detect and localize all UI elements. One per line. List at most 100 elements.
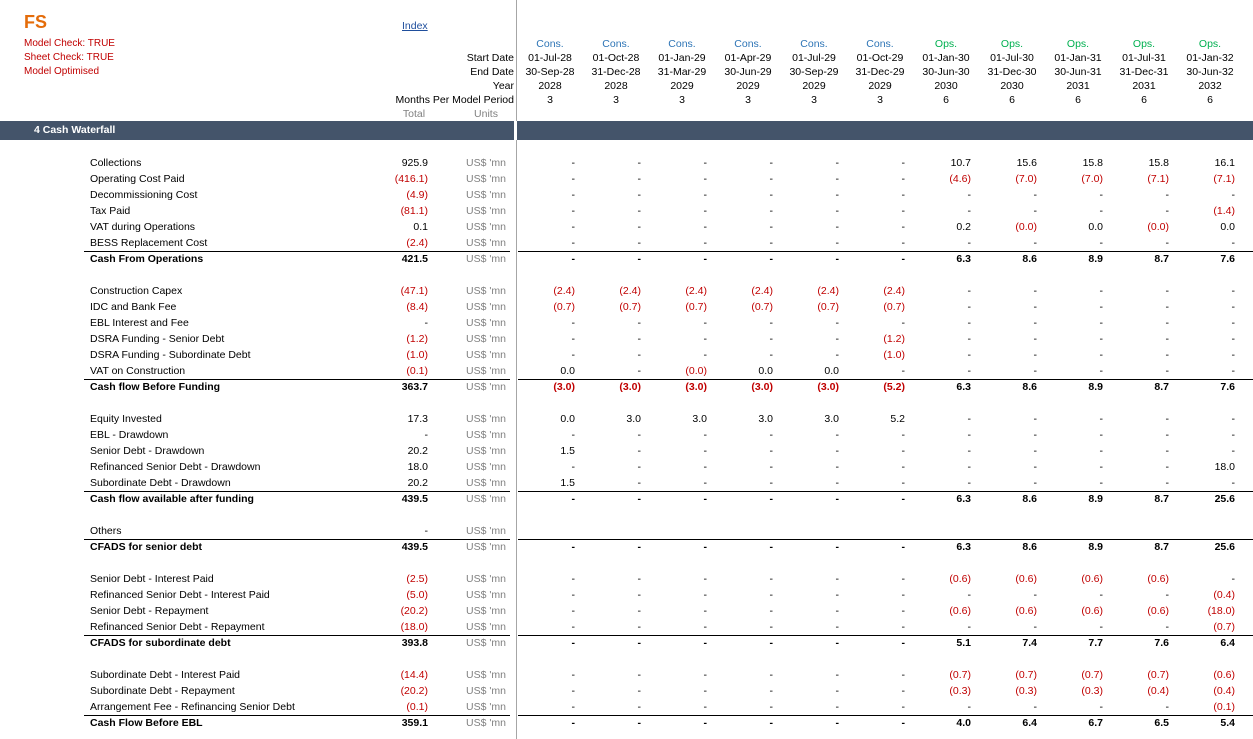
row-cell[interactable]: (0.6)	[1213, 669, 1235, 681]
row-cell[interactable]: (2.4)	[751, 285, 773, 297]
row-cell[interactable]: -	[967, 237, 972, 249]
row-cell[interactable]: -	[769, 541, 774, 553]
row-cell[interactable]: -	[769, 605, 774, 617]
row-cell[interactable]: -	[769, 717, 774, 729]
row-cell[interactable]: -	[769, 669, 774, 681]
row-cell[interactable]: -	[703, 717, 708, 729]
row-cell[interactable]: -	[1231, 301, 1236, 313]
row-cell[interactable]: -	[1231, 445, 1236, 457]
row-cell[interactable]: -	[571, 237, 576, 249]
row-cell[interactable]: (2.4)	[685, 285, 707, 297]
row-cell[interactable]: -	[571, 317, 576, 329]
row-cell[interactable]: 4.0	[956, 717, 971, 729]
row-cell[interactable]: 5.1	[956, 637, 971, 649]
row-cell[interactable]: -	[637, 605, 642, 617]
row-cell[interactable]: -	[571, 621, 576, 633]
row-cell[interactable]: (3.0)	[619, 381, 641, 393]
row-cell[interactable]: (0.7)	[685, 301, 707, 313]
row-cell[interactable]: -	[703, 237, 708, 249]
row-cell[interactable]: 6.5	[1154, 717, 1169, 729]
row-cell[interactable]: -	[1231, 477, 1236, 489]
row-cell[interactable]: -	[637, 717, 642, 729]
row-cell[interactable]: 1.5	[560, 477, 575, 489]
row-cell[interactable]: -	[1099, 189, 1104, 201]
row-cell[interactable]: -	[637, 333, 642, 345]
row-cell[interactable]: -	[1099, 445, 1104, 457]
row-cell[interactable]: -	[703, 541, 708, 553]
row-cell[interactable]: 5.2	[890, 413, 905, 425]
row-cell[interactable]: -	[835, 253, 840, 265]
row-cell[interactable]: -	[1033, 333, 1038, 345]
row-cell[interactable]: -	[835, 317, 840, 329]
row-cell[interactable]: -	[835, 157, 840, 169]
row-cell[interactable]: -	[835, 205, 840, 217]
row-cell[interactable]: -	[637, 173, 642, 185]
row-cell[interactable]: -	[703, 429, 708, 441]
row-cell[interactable]: (0.6)	[1147, 573, 1169, 585]
row-cell[interactable]: (7.0)	[1081, 173, 1103, 185]
row-cell[interactable]: -	[637, 253, 642, 265]
row-cell[interactable]: -	[1099, 301, 1104, 313]
row-cell[interactable]: -	[703, 333, 708, 345]
row-cell[interactable]: -	[1099, 365, 1104, 377]
row-cell[interactable]: -	[1165, 429, 1170, 441]
row-cell[interactable]: 0.0	[824, 365, 839, 377]
row-cell[interactable]: (0.6)	[1081, 605, 1103, 617]
row-cell[interactable]: -	[901, 717, 906, 729]
row-cell[interactable]: -	[637, 621, 642, 633]
row-cell[interactable]: 7.6	[1154, 637, 1169, 649]
row-cell[interactable]: -	[637, 157, 642, 169]
row-cell[interactable]: (1.4)	[1213, 205, 1235, 217]
row-cell[interactable]: (0.6)	[949, 573, 971, 585]
row-cell[interactable]: 8.7	[1154, 253, 1169, 265]
row-cell[interactable]: -	[769, 333, 774, 345]
row-cell[interactable]: -	[1099, 701, 1104, 713]
row-cell[interactable]: -	[1231, 285, 1236, 297]
row-cell[interactable]: (0.4)	[1147, 685, 1169, 697]
row-cell[interactable]: -	[637, 637, 642, 649]
row-cell[interactable]: 8.9	[1088, 493, 1103, 505]
row-cell[interactable]: -	[901, 253, 906, 265]
row-cell[interactable]: -	[901, 589, 906, 601]
row-cell[interactable]: -	[901, 621, 906, 633]
row-cell[interactable]: -	[637, 461, 642, 473]
row-cell[interactable]: 6.4	[1220, 637, 1235, 649]
row-cell[interactable]: (1.0)	[883, 349, 905, 361]
row-cell[interactable]: -	[967, 589, 972, 601]
row-cell[interactable]: -	[835, 685, 840, 697]
row-cell[interactable]: (7.1)	[1147, 173, 1169, 185]
row-cell[interactable]: -	[571, 717, 576, 729]
row-cell[interactable]: (2.4)	[883, 285, 905, 297]
row-cell[interactable]: -	[1165, 317, 1170, 329]
row-cell[interactable]: 5.4	[1220, 717, 1235, 729]
row-cell[interactable]: -	[1033, 237, 1038, 249]
row-cell[interactable]: -	[769, 589, 774, 601]
row-cell[interactable]: -	[769, 429, 774, 441]
row-cell[interactable]: -	[1033, 301, 1038, 313]
row-cell[interactable]: (0.6)	[949, 605, 971, 617]
row-cell[interactable]: -	[1099, 461, 1104, 473]
row-cell[interactable]: -	[703, 685, 708, 697]
row-cell[interactable]: 1.5	[560, 445, 575, 457]
row-cell[interactable]: -	[703, 317, 708, 329]
row-cell[interactable]: -	[901, 189, 906, 201]
row-cell[interactable]: (2.4)	[553, 285, 575, 297]
row-cell[interactable]: -	[901, 477, 906, 489]
row-cell[interactable]: (3.0)	[817, 381, 839, 393]
row-cell[interactable]: -	[835, 429, 840, 441]
row-cell[interactable]: 18.0	[1214, 461, 1235, 473]
row-cell[interactable]: -	[637, 221, 642, 233]
row-cell[interactable]: -	[637, 701, 642, 713]
row-cell[interactable]: -	[703, 253, 708, 265]
row-cell[interactable]: 8.6	[1022, 541, 1037, 553]
row-cell[interactable]: -	[769, 173, 774, 185]
row-cell[interactable]: -	[703, 461, 708, 473]
row-cell[interactable]: -	[901, 461, 906, 473]
row-cell[interactable]: -	[901, 605, 906, 617]
row-cell[interactable]: -	[835, 621, 840, 633]
row-cell[interactable]: -	[1099, 349, 1104, 361]
row-cell[interactable]: (0.7)	[1015, 669, 1037, 681]
row-cell[interactable]: -	[1033, 445, 1038, 457]
row-cell[interactable]: -	[769, 157, 774, 169]
row-cell[interactable]: (0.7)	[619, 301, 641, 313]
